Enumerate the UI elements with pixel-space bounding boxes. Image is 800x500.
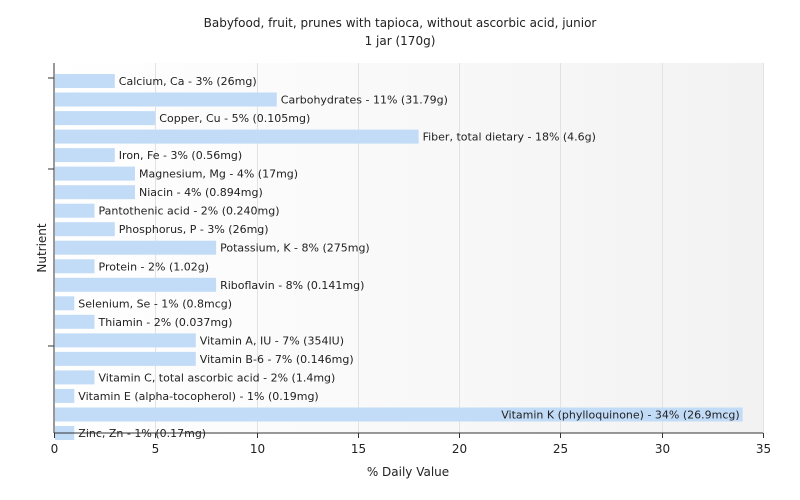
gridlines bbox=[155, 63, 764, 433]
chart-title: Babyfood, fruit, prunes with tapioca, wi… bbox=[204, 16, 597, 30]
y-axis-label: Nutrient bbox=[35, 223, 49, 273]
bar-label: Protein - 2% (1.02g) bbox=[99, 260, 210, 273]
bar-label: Potassium, K - 8% (275mg) bbox=[220, 242, 370, 255]
bar bbox=[55, 333, 196, 348]
bar bbox=[55, 351, 196, 366]
bar-label: Copper, Cu - 5% (0.105mg) bbox=[159, 112, 310, 125]
bar-label: Magnesium, Mg - 4% (17mg) bbox=[139, 168, 298, 181]
bar bbox=[55, 222, 115, 237]
bar-label: Fiber, total dietary - 18% (4.6g) bbox=[423, 131, 596, 144]
bar-label: Vitamin K (phylloquinone) - 34% (26.9mcg… bbox=[501, 409, 739, 422]
axes bbox=[48, 63, 763, 434]
bar-label: Calcium, Ca - 3% (26mg) bbox=[119, 75, 257, 88]
bar-label: Riboflavin - 8% (0.141mg) bbox=[220, 279, 364, 292]
bar-label: Vitamin A, IU - 7% (354IU) bbox=[200, 334, 344, 347]
x-tick-label: 10 bbox=[250, 442, 265, 456]
bar bbox=[55, 129, 419, 144]
bar bbox=[55, 148, 115, 163]
bar bbox=[55, 259, 95, 274]
bar bbox=[55, 111, 156, 126]
bar bbox=[55, 407, 743, 422]
x-axis-label: % Daily Value bbox=[367, 465, 449, 479]
bar bbox=[55, 203, 95, 218]
bar bbox=[55, 277, 217, 292]
bar bbox=[55, 92, 277, 107]
bar-label: Iron, Fe - 3% (0.56mg) bbox=[119, 149, 242, 162]
bar-label: Vitamin B-6 - 7% (0.146mg) bbox=[200, 353, 354, 366]
bar-label: Vitamin E (alpha-tocopherol) - 1% (0.19m… bbox=[78, 390, 318, 403]
bar bbox=[55, 166, 135, 181]
bar-label: Thiamin - 2% (0.037mg) bbox=[98, 316, 233, 329]
bar-label: Selenium, Se - 1% (0.8mcg) bbox=[78, 297, 232, 310]
x-tick-label: 30 bbox=[655, 442, 670, 456]
x-ticks: 0 5 10 15 20 25 30 35 bbox=[51, 433, 771, 456]
bars-group: Calcium, Ca - 3% (26mg) Carbohydrates - 1… bbox=[55, 74, 743, 440]
bar-label: Carbohydrates - 11% (31.79g) bbox=[281, 94, 448, 107]
bar bbox=[55, 185, 135, 200]
bar bbox=[55, 296, 75, 311]
bar bbox=[55, 240, 217, 255]
x-tick-label: 35 bbox=[756, 442, 771, 456]
x-tick-label: 15 bbox=[351, 442, 366, 456]
bar-label: Pantothenic acid - 2% (0.240mg) bbox=[99, 205, 280, 218]
x-tick-label: 20 bbox=[452, 442, 467, 456]
bar bbox=[55, 388, 75, 403]
bar-label: Phosphorus, P - 3% (26mg) bbox=[119, 223, 269, 236]
x-tick-label: 25 bbox=[553, 442, 568, 456]
bar bbox=[55, 370, 95, 385]
x-tick-label: 0 bbox=[51, 442, 59, 456]
bar bbox=[55, 74, 115, 88]
bar-label: Vitamin C, total ascorbic acid - 2% (1.4… bbox=[99, 371, 336, 384]
chart-subtitle: 1 jar (170g) bbox=[365, 34, 436, 48]
bar-label: Niacin - 4% (0.894mg) bbox=[139, 186, 263, 199]
x-tick-label: 5 bbox=[152, 442, 160, 456]
bar bbox=[55, 314, 95, 329]
